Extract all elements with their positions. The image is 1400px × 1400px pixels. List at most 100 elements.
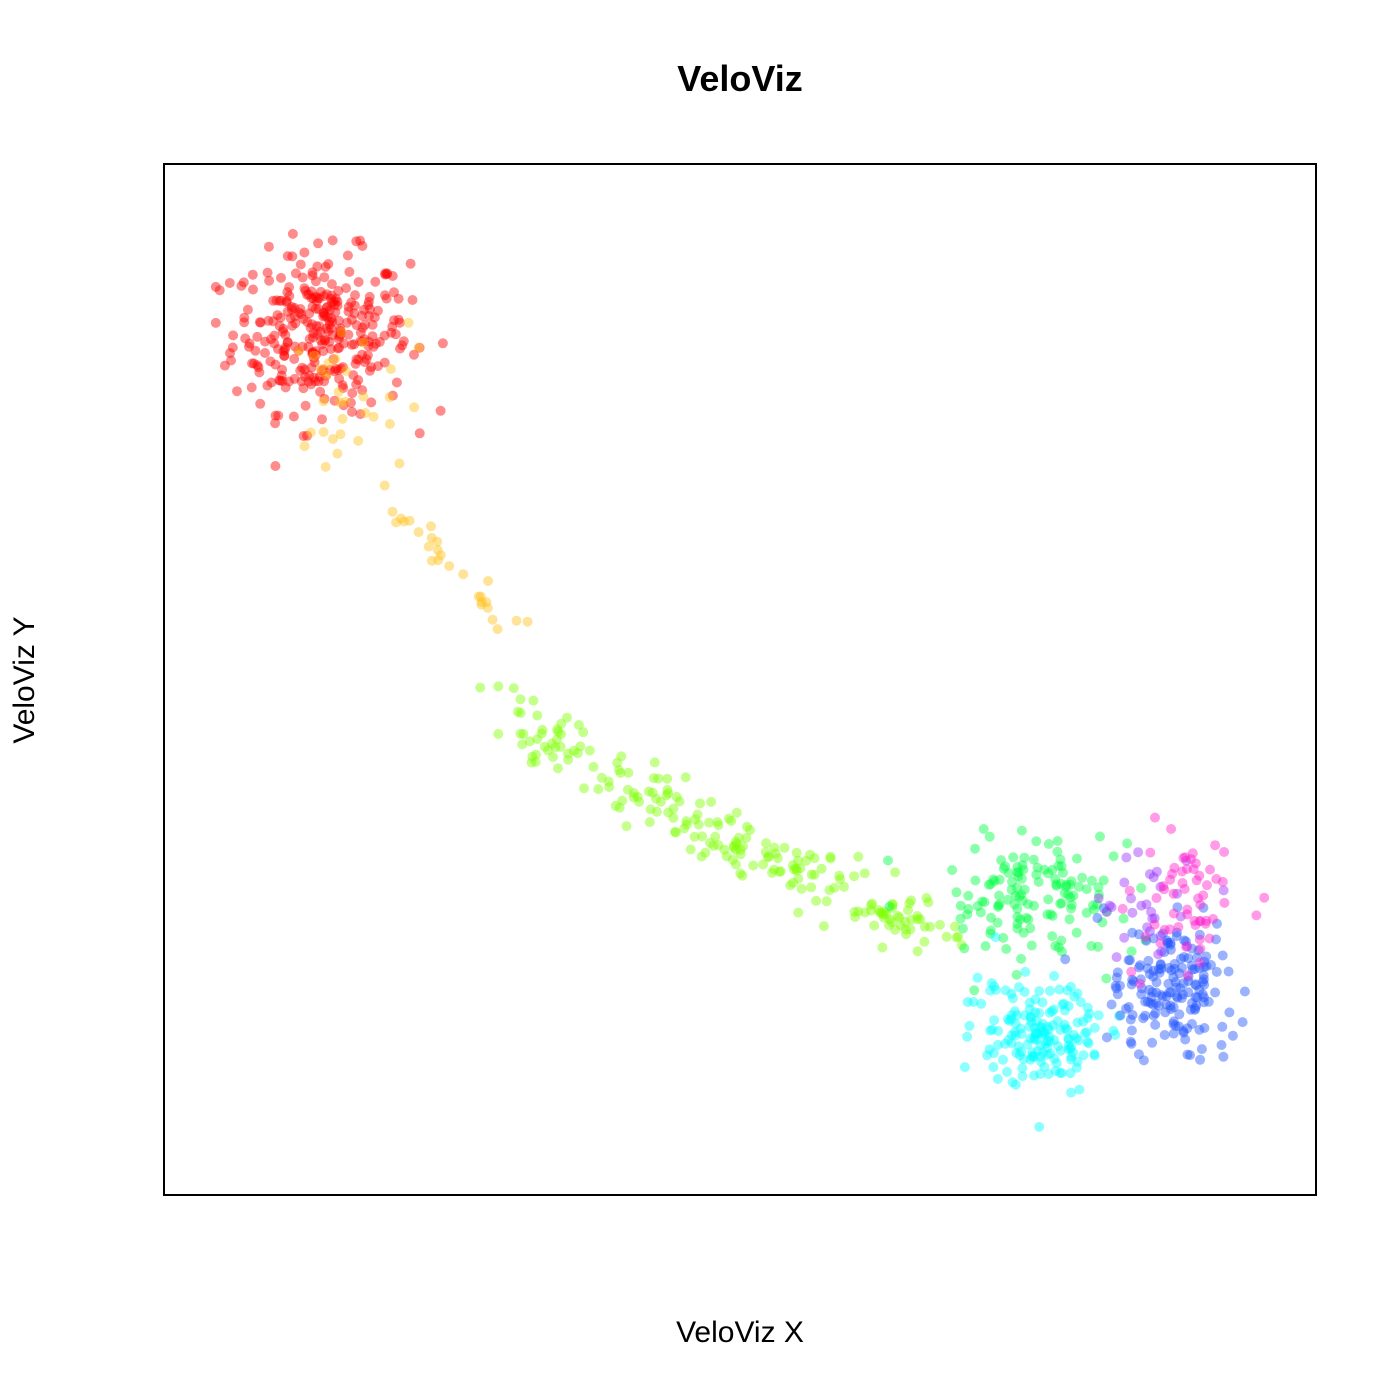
scatter-point (850, 912, 861, 922)
scatter-point (811, 895, 822, 906)
scatter-point (1012, 867, 1023, 878)
scatter-point (1168, 1016, 1179, 1027)
scatter-point (1133, 1049, 1144, 1060)
scatter-point (310, 346, 321, 357)
scatter-point (873, 905, 884, 916)
scatter-point (432, 545, 443, 556)
scatter-point (1199, 1023, 1210, 1033)
scatter-point (380, 290, 390, 301)
scatter-point (1069, 991, 1080, 1002)
scatter-point (268, 295, 279, 306)
scatter-point (393, 314, 404, 325)
scatter-point (311, 349, 321, 360)
scatter-point (730, 836, 741, 847)
scatter-point (1080, 1028, 1090, 1039)
scatter-point (1055, 1068, 1065, 1078)
scatter-point (866, 905, 876, 916)
scatter-point (389, 287, 399, 298)
scatter-point (1179, 952, 1189, 962)
scatter-point (1177, 878, 1188, 888)
scatter-point (227, 342, 238, 353)
scatter-point (1018, 927, 1029, 938)
scatter-point (270, 410, 281, 421)
scatter-point (1059, 1019, 1070, 1030)
scatter-point (869, 920, 880, 931)
scatter-point (269, 330, 280, 341)
scatter-point (1010, 1018, 1021, 1029)
scatter-point (1024, 997, 1035, 1008)
scatter-point (1164, 987, 1175, 998)
scatter-point (476, 597, 487, 608)
scatter-point (723, 813, 734, 824)
scatter-point (809, 869, 820, 880)
scatter-point (741, 833, 752, 843)
scatter-point (328, 434, 338, 444)
scatter-point (1159, 884, 1170, 895)
scatter-point (282, 287, 293, 298)
scatter-point (651, 793, 662, 804)
scatter-point (298, 314, 309, 324)
scatter-point (373, 361, 383, 372)
scatter-point (508, 683, 519, 694)
scatter-point (634, 796, 645, 807)
scatter-point (1169, 862, 1180, 873)
scatter-point (1140, 931, 1151, 942)
scatter-point (643, 786, 654, 797)
scatter-point (612, 757, 623, 768)
scatter-point (1056, 861, 1067, 872)
scatter-point (334, 373, 345, 384)
scatter-point (274, 295, 285, 306)
scatter-point (1089, 1022, 1100, 1033)
scatter-point (296, 376, 307, 387)
scatter-point (299, 283, 310, 294)
scatter-point (923, 897, 934, 908)
scatter-point (1108, 851, 1119, 862)
scatter-point (987, 1024, 998, 1035)
scatter-point (1190, 1003, 1201, 1014)
scatter-point (772, 853, 783, 864)
scatter-point (1165, 939, 1176, 950)
scatter-point (1202, 880, 1212, 891)
scatter-point (307, 332, 318, 343)
scatter-point (697, 831, 708, 842)
scatter-point (284, 282, 295, 293)
scatter-point (271, 295, 282, 306)
scatter-point (1145, 998, 1156, 1008)
scatter-point (1171, 991, 1182, 1002)
scatter-point (1016, 1046, 1027, 1057)
scatter-point (1110, 981, 1121, 991)
scatter-point (332, 300, 343, 311)
scatter-point (1160, 1007, 1171, 1018)
scatter-point (247, 358, 257, 369)
scatter-point (1198, 997, 1209, 1008)
scatter-point (1182, 904, 1193, 915)
scatter-point (1014, 1050, 1025, 1061)
scatter-point (680, 772, 691, 783)
scatter-point (1062, 985, 1073, 996)
scatter-point (1023, 914, 1034, 925)
scatter-point (1115, 1010, 1126, 1021)
scatter-point (379, 357, 390, 368)
scatter-point (1089, 1050, 1100, 1061)
scatter-point (1142, 963, 1153, 974)
scatter-point (1043, 839, 1054, 849)
scatter-point (1026, 1016, 1037, 1027)
scatter-point (1061, 879, 1072, 890)
scatter-point (318, 364, 329, 375)
scatter-point (315, 326, 326, 337)
scatter-point (1198, 970, 1209, 981)
scatter-point (1211, 934, 1221, 945)
scatter-point (1208, 914, 1219, 924)
scatter-point (685, 844, 696, 855)
scatter-point (1016, 873, 1027, 884)
scatter-point (989, 981, 1000, 992)
scatter-point (731, 807, 742, 818)
scatter-point (319, 393, 330, 404)
scatter-point (1098, 875, 1109, 886)
scatter-point (653, 773, 664, 784)
scatter-point (906, 895, 917, 906)
scatter-point (326, 344, 336, 354)
scatter-point (994, 874, 1005, 885)
scatter-point (287, 228, 298, 239)
scatter-point (713, 840, 724, 851)
